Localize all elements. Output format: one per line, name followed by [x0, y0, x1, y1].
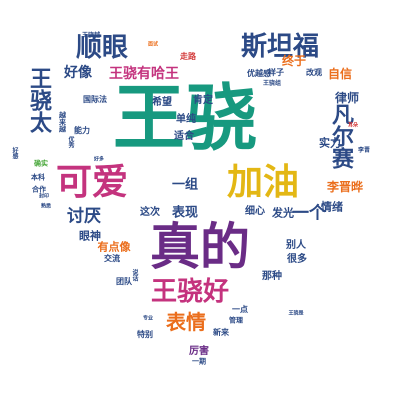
- word-haogan: 好感: [11, 147, 18, 159]
- word-tuandui: 团队: [116, 277, 132, 286]
- word-hezuo: 合作: [32, 185, 46, 194]
- word-yidian: 一点: [232, 305, 248, 314]
- word-lijin: 李晋: [357, 147, 371, 154]
- word-qingxu: 情绪: [321, 200, 343, 214]
- word-wangxiaozu: 王骁组: [262, 80, 282, 87]
- word-zhuanye: 专业: [142, 315, 154, 322]
- word-zixin: 自信: [327, 67, 353, 81]
- word-nazhong: 那种: [262, 271, 282, 282]
- word-youyuegan: 优越感: [247, 69, 271, 78]
- word-zoulu: 走路: [180, 52, 196, 61]
- word-lijinye: 李晋晔: [326, 180, 364, 194]
- word-henduo: 很多: [287, 254, 307, 265]
- word-queshi: 确实: [34, 159, 48, 168]
- word-youdianxiang: 有点像: [97, 240, 131, 254]
- word-yizu: 一组: [171, 177, 199, 193]
- word-zhende: 真的: [150, 218, 250, 276]
- word-yige: 一个: [292, 203, 326, 224]
- word-fanersai: 凡尔赛: [328, 103, 353, 169]
- word-gaiguan: 改观: [306, 68, 322, 77]
- word-zhongyu: 终于: [281, 54, 307, 68]
- word-keai: 可爱: [55, 162, 129, 203]
- word-benke: 本科: [31, 173, 45, 182]
- word-lushi: 律师: [334, 91, 360, 105]
- word-mianshi: 面试: [147, 41, 159, 48]
- word-sitanfu: 斯坦福: [240, 32, 320, 62]
- word-kending: 肯定: [193, 95, 213, 106]
- word-xixin: 细心: [245, 206, 265, 217]
- word-wangxiaoshi: 王骁是: [288, 310, 304, 317]
- word-fengyin: 封印: [38, 193, 50, 200]
- word-shuohua: 说话: [131, 269, 138, 281]
- word-xiwang: 希望: [152, 97, 172, 108]
- word-wangxiaoyue: 王骁越: [81, 32, 101, 39]
- word-wangxiaotai: 王骁太: [26, 67, 51, 133]
- word-tebie: 特别: [137, 330, 153, 339]
- word-shihe: 适合: [174, 131, 194, 142]
- word-guojifa: 国际法: [83, 95, 107, 104]
- word-youxiu: 优秀: [67, 136, 74, 148]
- word-jiayou: 加油: [226, 162, 300, 203]
- word-shunyan: 顺眼: [75, 33, 129, 63]
- word-bieren: 别人: [286, 240, 306, 251]
- word-haoduo: 好多: [93, 156, 105, 163]
- word-lihai: 厉害: [189, 346, 209, 357]
- word-shili: 实力: [319, 136, 341, 150]
- word-zheci: 这次: [140, 207, 160, 218]
- word-nengli: 能力: [74, 126, 90, 135]
- word-shuxi: 熟悉: [40, 203, 52, 210]
- word-biaoxian: 表现: [171, 205, 199, 221]
- word-wangxiaohao: 王骁好: [150, 277, 230, 307]
- word-yiqi: 一期: [192, 357, 206, 366]
- word-yanshen: 眼神: [79, 229, 101, 243]
- word-yangzi: 样子: [268, 68, 284, 77]
- word-erduo: 耳朵: [347, 122, 359, 129]
- word-wangxiaoyouhawang: 王骁有哈王: [109, 66, 179, 82]
- word-guanli: 管理: [229, 316, 243, 325]
- word-yuelaiyue: 越来越: [58, 111, 67, 133]
- word-faguang: 发光: [272, 206, 294, 220]
- word-wangxiao: 王骁: [112, 76, 258, 160]
- word-taoyan: 讨厌: [67, 206, 101, 227]
- word-xinlai: 新来: [213, 328, 229, 337]
- word-haoxiang: 好像: [64, 65, 92, 81]
- word-danchun: 单纯: [176, 114, 196, 125]
- word-jiaoliu: 交流: [104, 254, 120, 263]
- word-biaoqing: 表情: [166, 310, 206, 334]
